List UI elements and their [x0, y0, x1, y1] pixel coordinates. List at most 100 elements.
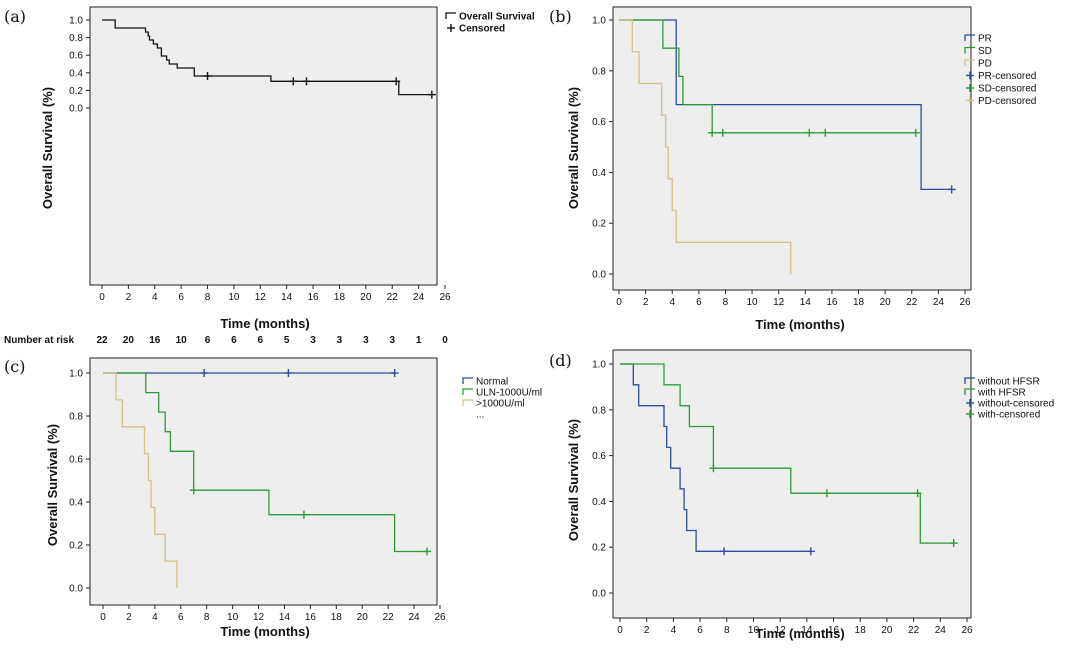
y-tick-label: 1.0	[592, 16, 606, 27]
x-tick-label: 18	[853, 297, 865, 308]
risk-table-value: 6	[258, 335, 264, 346]
x-tick-label: 22	[906, 297, 918, 308]
x-tick-label: 12	[775, 625, 787, 636]
plot-area	[89, 6, 438, 286]
chart-panel-a: (a)0.00.20.40.60.81.00 2 4 6 8 10 12 14 16 18 20 22…	[4, 6, 535, 346]
x-tick-label: 10	[747, 297, 759, 308]
y-tick-label: 1.0	[69, 369, 83, 380]
legend-label: ...	[476, 410, 484, 421]
x-tick-label: 0	[100, 612, 106, 623]
x-tick-label: 4	[152, 292, 158, 303]
x-tick-label: 12	[255, 292, 267, 303]
y-tick-label: 0.0	[592, 270, 606, 281]
x-tick-label: 10	[228, 292, 240, 303]
legend-swatch	[964, 377, 975, 384]
y-axis-label: Overall Survival (%)	[40, 87, 55, 209]
risk-table-value: 6	[205, 335, 211, 346]
x-tick-label: 0	[617, 625, 623, 636]
legend-label: with HFSR	[977, 388, 1026, 399]
series-line-overall-survival	[102, 19, 432, 96]
legend-swatch	[964, 46, 975, 54]
risk-table-value: 5	[284, 335, 290, 346]
y-tick-label: 0.8	[69, 33, 83, 44]
y-tick-label: 0.6	[69, 51, 83, 62]
x-tick-label: 10	[748, 625, 760, 636]
x-tick-label: 26	[959, 297, 971, 308]
y-tick-label: 0.0	[592, 589, 606, 600]
legend-swatch	[462, 388, 473, 395]
risk-table-value: 22	[96, 335, 108, 346]
x-tick-label: 12	[773, 297, 785, 308]
risk-table-value: 3	[389, 335, 395, 346]
y-tick-label: 0.4	[592, 497, 606, 508]
y-tick-label: 1.0	[592, 360, 606, 371]
x-tick-label: 2	[126, 292, 132, 303]
risk-table-value: 10	[176, 335, 188, 346]
x-tick-label: 6	[697, 625, 703, 636]
x-tick-label: 24	[933, 297, 945, 308]
x-axis-label: Time (months)	[755, 626, 844, 641]
series-line-without-hfsr	[620, 363, 811, 552]
chart-panel-c: (c)0.00.20.40.60.81.00 2 4 6 8 10 12 14 16 18 20 22…	[4, 357, 542, 639]
panel-label: (b)	[549, 7, 572, 26]
legend-swatch	[964, 34, 975, 41]
y-tick-label: 0.6	[592, 117, 606, 128]
legend-label: SD	[978, 46, 992, 57]
x-tick-label: 10	[227, 612, 239, 623]
legend-label: without-censored	[977, 399, 1054, 410]
series-line-with-hfsr	[620, 363, 954, 544]
x-tick-label: 22	[387, 292, 399, 303]
series-line--1000u-ml	[103, 372, 178, 588]
risk-table-label: Number at risk	[4, 335, 74, 346]
y-axis-label: Overall Survival (%)	[45, 424, 60, 546]
legend-label: Censored	[459, 24, 505, 35]
series-line-pr	[619, 19, 952, 191]
x-tick-label: 4	[671, 625, 677, 636]
legend-label: PR	[978, 34, 992, 45]
x-tick-label: 16	[308, 292, 320, 303]
y-tick-label: 0.4	[69, 498, 83, 509]
legend-label: SD-censored	[978, 84, 1036, 95]
legend-label: Overall Survival	[459, 12, 535, 23]
x-tick-label: 8	[724, 625, 730, 636]
legend-label: PD	[978, 59, 992, 70]
x-tick-label: 8	[205, 292, 211, 303]
legend-label: >1000U/ml	[476, 399, 525, 410]
legend-label: ULN-1000U/ml	[476, 388, 542, 399]
y-tick-label: 0.8	[69, 412, 83, 423]
x-tick-label: 20	[357, 612, 369, 623]
x-tick-label: 24	[935, 625, 947, 636]
x-tick-label: 26	[961, 625, 973, 636]
risk-table-value: 3	[363, 335, 369, 346]
risk-table-value: 1	[416, 335, 422, 346]
legend-label: PD-censored	[978, 96, 1036, 107]
risk-table-value: 3	[310, 335, 316, 346]
x-tick-label: 14	[279, 612, 291, 623]
x-tick-label: 0	[616, 297, 622, 308]
risk-table-value: 6	[231, 335, 237, 346]
x-tick-label: 26	[434, 612, 446, 623]
x-tick-label: 20	[880, 297, 892, 308]
x-tick-label: 26	[439, 292, 451, 303]
risk-table-value: 3	[337, 335, 343, 346]
x-tick-label: 16	[828, 625, 840, 636]
x-tick-label: 6	[178, 292, 184, 303]
y-tick-label: 1.0	[69, 16, 83, 27]
y-axis-label: Overall Survival (%)	[566, 87, 581, 209]
series-line-sd	[619, 19, 916, 134]
y-tick-label: 0.8	[592, 405, 606, 416]
y-tick-label: 0.0	[69, 584, 83, 595]
y-axis-label: Overall Survival (%)	[566, 419, 581, 541]
chart-panel-d: (d)0.00.20.40.60.81.00 2 4 6 8 10 12 14 16 18 20 22…	[549, 349, 1054, 641]
x-tick-label: 16	[305, 612, 317, 623]
x-tick-label: 18	[331, 612, 343, 623]
legend-label: without HFSR	[977, 377, 1040, 388]
y-tick-label: 0.6	[69, 455, 83, 466]
x-tick-label: 8	[723, 297, 729, 308]
chart-panel-b: (b)0.00.20.40.60.81.00 2 4 6 8 10 12 14 16 18 20 22…	[549, 6, 1036, 332]
risk-table-value: 20	[123, 335, 135, 346]
y-tick-label: 0.2	[69, 86, 83, 97]
panel-label: (c)	[4, 357, 25, 376]
legend-label: PR-censored	[978, 71, 1036, 82]
